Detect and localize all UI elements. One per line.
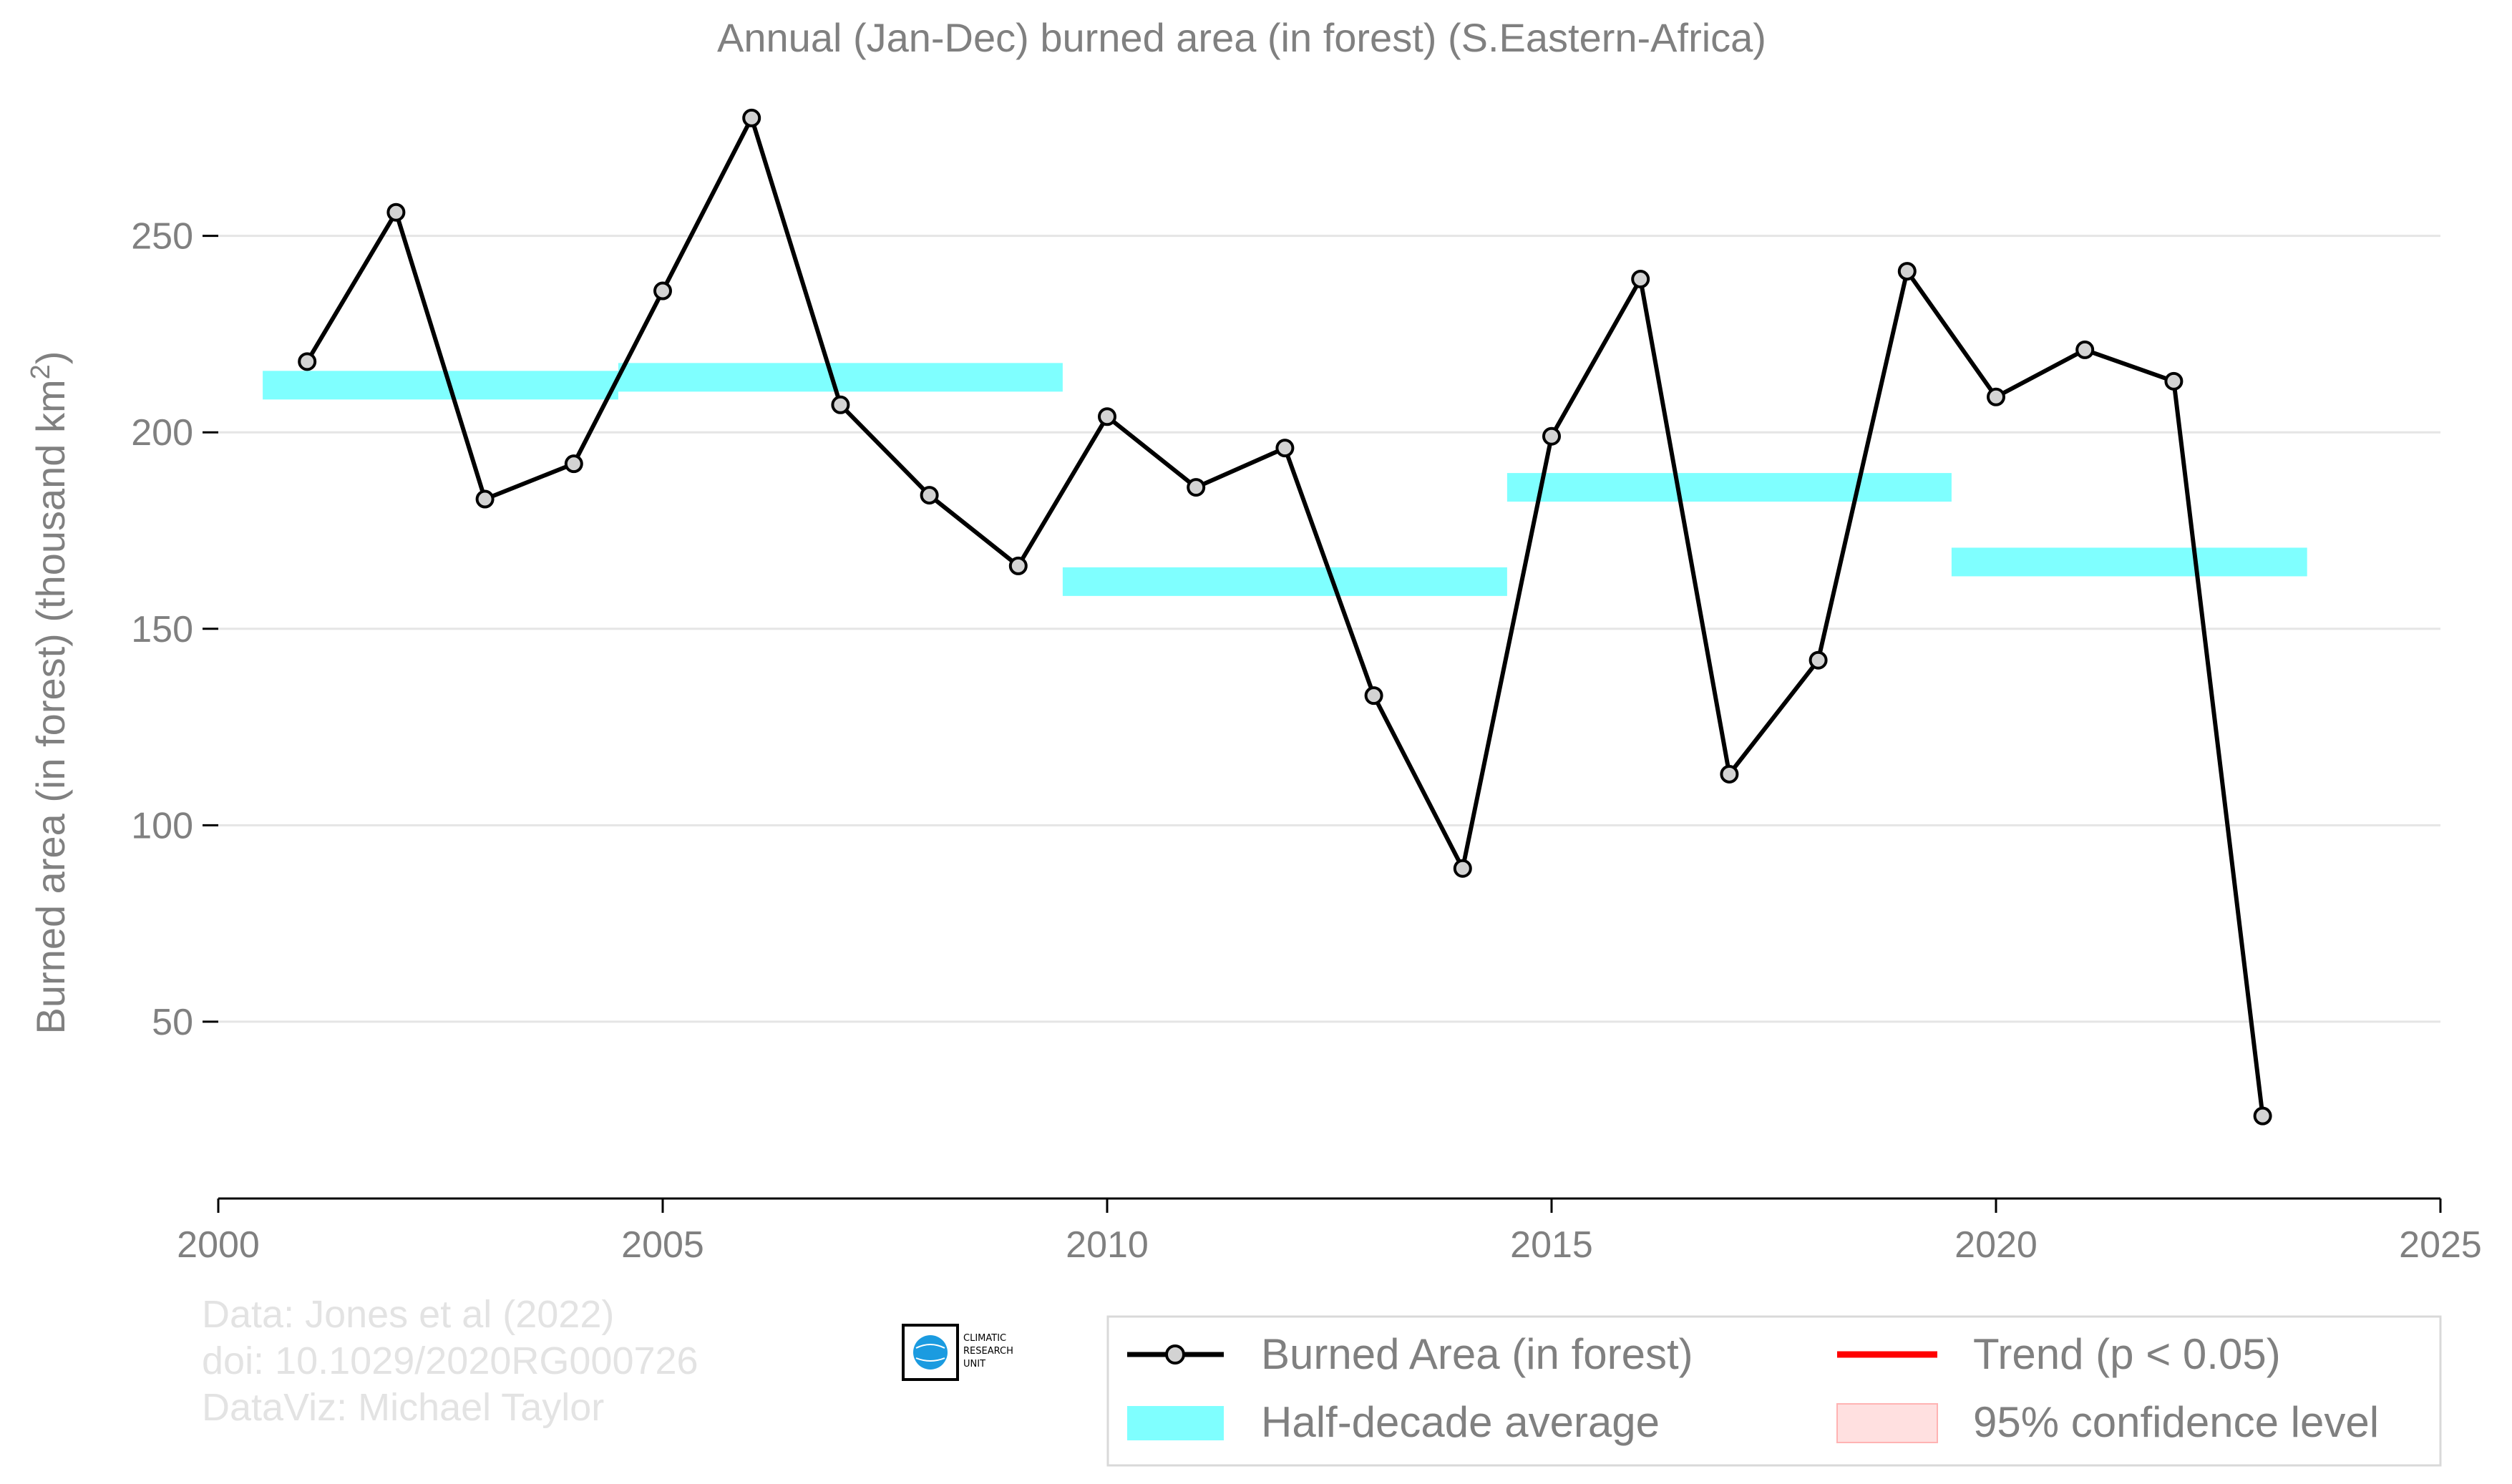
logo-text-3: UNIT: [963, 1359, 985, 1370]
half-decade-band-3: [1506, 473, 1952, 502]
data-point-2014: [1453, 859, 1472, 878]
half-decade-band-2: [1062, 567, 1507, 596]
data-point-2011: [1187, 478, 1206, 497]
x-tick-label-2020: 2020: [1954, 1224, 2038, 1266]
legend-label-burned-area: Burned Area (in forest): [1261, 1330, 1693, 1378]
data-point-2019: [1897, 262, 1917, 281]
logo-text-1: CLIMATIC: [963, 1333, 1006, 1344]
y-tick-label-250: 250: [131, 216, 193, 258]
chart-title: Annual (Jan-Dec) burned area (in forest)…: [717, 15, 1766, 60]
x-tick-label-2025: 2025: [2399, 1224, 2482, 1266]
globe-grid-icon: [915, 1344, 945, 1362]
data-point-2013: [1364, 686, 1383, 706]
grid-lines: [218, 235, 2440, 1023]
burned-area-line: [305, 115, 2265, 1117]
legend-label-trend: Trend (p < 0.05): [1973, 1330, 2281, 1378]
legend-label-half-decade: Half-decade average: [1261, 1398, 1660, 1446]
data-point-2010: [1098, 407, 1116, 426]
burned-area-series: [298, 108, 2272, 1126]
credits-doi: doi: 10.1029/2020RG000726: [202, 1339, 698, 1382]
credits: Data: Jones et al (2022) doi: 10.1029/20…: [202, 1293, 698, 1429]
data-point-2016: [1631, 270, 1650, 289]
x-tick-label-2015: 2015: [1510, 1224, 1593, 1266]
half-decade-band-1: [618, 363, 1063, 392]
x-tick-label-2000: 2000: [177, 1224, 260, 1266]
data-point-2005: [653, 281, 672, 301]
data-point-2018: [1808, 650, 1828, 670]
legend-swatch-half-decade: [1127, 1406, 1224, 1440]
x-tick-label-2005: 2005: [621, 1224, 704, 1266]
data-point-2023: [2253, 1106, 2272, 1126]
legend-item-half-decade: Half-decade average: [1127, 1398, 1660, 1446]
data-point-2006: [742, 108, 761, 127]
half-decade-band-4: [1951, 547, 2307, 577]
legend: Burned Area (in forest) Trend (p < 0.05)…: [1106, 1315, 2442, 1467]
data-point-2003: [475, 489, 495, 509]
data-point-2021: [2075, 340, 2095, 359]
data-point-2007: [831, 395, 850, 414]
legend-swatch-confidence: [1836, 1403, 1938, 1443]
half-decade-bands: [263, 363, 2307, 596]
logo-text-2: RESEARCH: [963, 1346, 1013, 1357]
data-point-2009: [1008, 556, 1028, 575]
data-point-2020: [1987, 387, 2005, 406]
legend-frame: [1106, 1315, 2442, 1467]
data-point-2012: [1275, 439, 1295, 458]
legend-item-confidence: 95% confidence level: [1836, 1398, 2379, 1446]
data-point-2002: [386, 202, 406, 222]
legend-label-confidence: 95% confidence level: [1973, 1398, 2379, 1446]
data-point-2004: [564, 454, 583, 474]
y-axis-label: Burned area (in forest) (thousand km2): [26, 351, 73, 1035]
globe-icon: [913, 1335, 948, 1370]
half-decade-band-0: [263, 371, 618, 400]
data-point-2001: [298, 352, 317, 371]
data-point-2008: [920, 486, 939, 505]
legend-marker-burned-area: [1165, 1344, 1185, 1365]
data-point-2017: [1720, 764, 1739, 784]
y-tick-label-50: 50: [152, 1002, 193, 1043]
legend-item-burned-area: Burned Area (in forest): [1127, 1330, 1693, 1378]
y-tick-label-150: 150: [131, 609, 193, 650]
y-tick-label-200: 200: [131, 412, 193, 454]
logo-frame: [902, 1324, 959, 1381]
x-axis: 2000 2005 2010 2015 2020 2025: [177, 1197, 2482, 1266]
credits-dataviz: DataViz: Michael Taylor: [202, 1386, 604, 1429]
y-tick-label-100: 100: [131, 805, 193, 846]
cru-logo: CLIMATIC RESEARCH UNIT: [902, 1324, 1013, 1381]
credits-data: Data: Jones et al (2022): [202, 1293, 614, 1336]
x-tick-label-2010: 2010: [1066, 1224, 1149, 1266]
data-point-2022: [2164, 371, 2184, 391]
y-axis: 50 100 150 200 250: [131, 216, 218, 1043]
data-point-2015: [1542, 426, 1561, 446]
legend-item-trend: Trend (p < 0.05): [1837, 1330, 2281, 1378]
